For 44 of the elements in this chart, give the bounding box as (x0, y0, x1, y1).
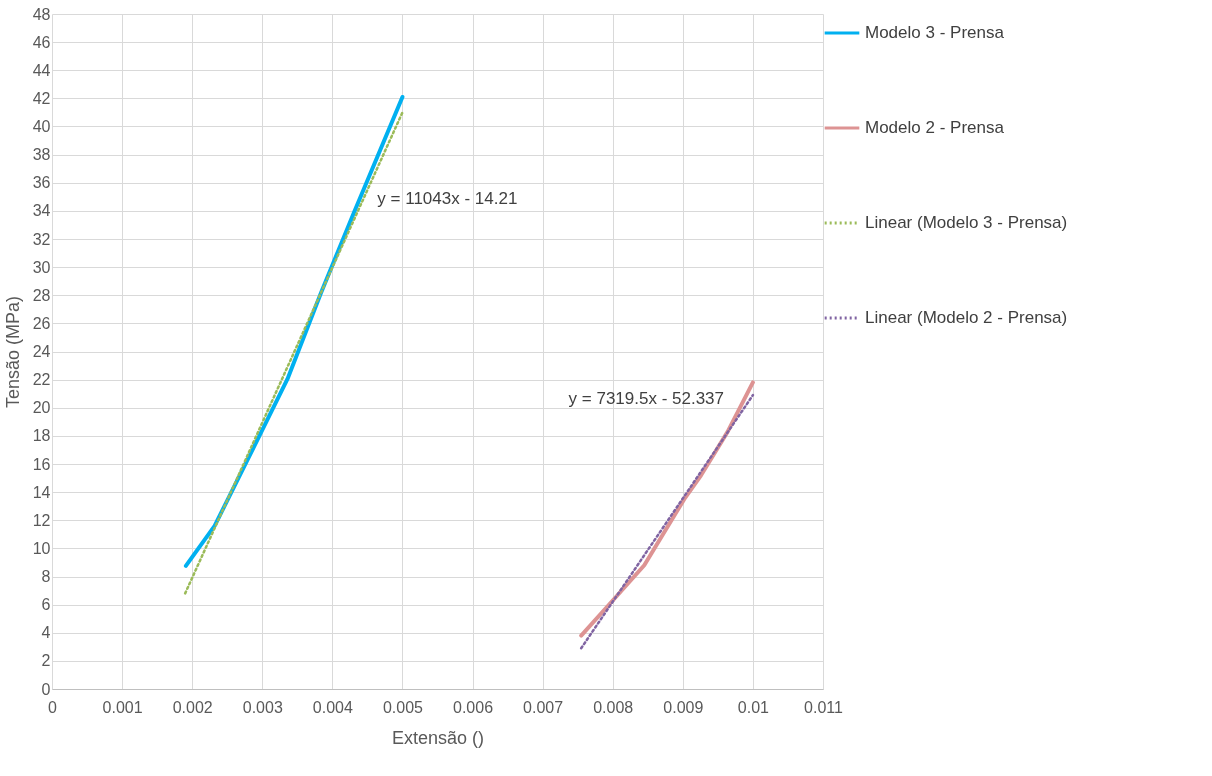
y-tick-label: 44 (32, 61, 51, 79)
legend-label: Modelo 3 - Prensa (865, 23, 1005, 42)
y-tick-label: 6 (41, 596, 51, 614)
annotation: y = 7319.5x - 52.337 (568, 389, 725, 409)
y-tick-label: 14 (32, 483, 51, 501)
y-tick-label: 46 (32, 33, 51, 51)
x-tick-label: 0.002 (172, 698, 213, 716)
y-tick-label: 24 (32, 343, 51, 360)
x-tick-label: 0.011 (804, 698, 844, 716)
y-axis-title: Tensão (MPa) (2, 295, 23, 409)
legend-label: Linear (Modelo 3 - Prensa) (865, 213, 1068, 232)
y-tick-label: 30 (32, 258, 51, 276)
x-axis-title: Extensão () (391, 727, 485, 748)
legend-label: Linear (Modelo 2 - Prensa) (865, 308, 1068, 327)
y-tick-label: 16 (32, 455, 51, 473)
x-tick-label: 0.004 (312, 698, 353, 716)
x-tick-label: 0.006 (453, 698, 494, 716)
y-tick-label: 32 (32, 230, 51, 248)
x-tick-label: 0.009 (663, 698, 704, 716)
y-tick-label: 42 (32, 89, 51, 107)
x-tick-label: 0.005 (382, 698, 424, 716)
y-tick-label: 0 (41, 680, 51, 698)
legend-label: Modelo 2 - Prensa (865, 118, 1005, 137)
y-tick-label: 28 (32, 286, 51, 304)
x-tick-label: 0.007 (523, 698, 564, 716)
y-tick-label: 36 (32, 174, 51, 192)
x-tick-label: 0.001 (102, 698, 143, 716)
x-tick-label: 0.003 (242, 698, 283, 716)
y-tick-label: 10 (32, 539, 51, 557)
y-tick-label: 18 (32, 427, 51, 445)
x-tick-label: 0.01 (737, 698, 770, 716)
y-tick-label: 34 (32, 202, 51, 220)
y-tick-label: 40 (32, 118, 51, 135)
y-tick-label: 48 (32, 5, 51, 23)
y-tick-label: 8 (41, 568, 51, 585)
y-tick-label: 20 (32, 399, 51, 417)
y-tick-label: 2 (41, 652, 51, 670)
y-tick-label: 26 (32, 314, 51, 332)
y-tick-label: 38 (32, 146, 51, 164)
x-tick-label: 0.008 (593, 698, 634, 716)
y-tick-label: 22 (32, 371, 51, 389)
y-tick-label: 4 (41, 624, 51, 642)
annotation: y = 11043x - 14.21 (377, 189, 518, 209)
y-tick-label: 12 (32, 511, 51, 529)
